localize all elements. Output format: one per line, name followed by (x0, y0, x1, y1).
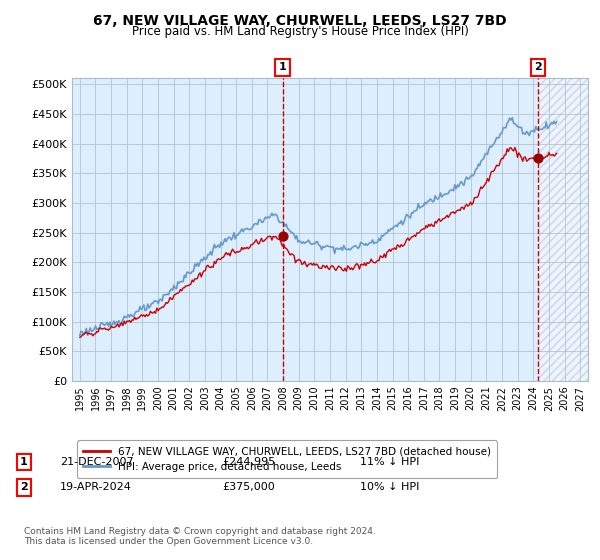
Bar (538, 78, 588, 381)
Text: £244,995: £244,995 (222, 457, 275, 467)
Text: 2: 2 (534, 62, 542, 72)
Text: 10% ↓ HPI: 10% ↓ HPI (360, 482, 419, 492)
Text: £375,000: £375,000 (222, 482, 275, 492)
Point (278, 231, 287, 240)
Text: 1: 1 (20, 457, 28, 467)
Text: 67, NEW VILLAGE WAY, CHURWELL, LEEDS, LS27 7BD: 67, NEW VILLAGE WAY, CHURWELL, LEEDS, LS… (93, 14, 507, 28)
Text: 19-APR-2024: 19-APR-2024 (60, 482, 132, 492)
Point (533, 154, 543, 163)
Text: Price paid vs. HM Land Registry's House Price Index (HPI): Price paid vs. HM Land Registry's House … (131, 25, 469, 38)
Text: 21-DEC-2007: 21-DEC-2007 (60, 457, 134, 467)
Text: 11% ↓ HPI: 11% ↓ HPI (360, 457, 419, 467)
Text: 1: 1 (279, 62, 286, 72)
Text: 2: 2 (20, 482, 28, 492)
Legend: 67, NEW VILLAGE WAY, CHURWELL, LEEDS, LS27 7BD (detached house), HPI: Average pr: 67, NEW VILLAGE WAY, CHURWELL, LEEDS, LS… (77, 441, 497, 478)
Text: Contains HM Land Registry data © Crown copyright and database right 2024.
This d: Contains HM Land Registry data © Crown c… (24, 526, 376, 546)
